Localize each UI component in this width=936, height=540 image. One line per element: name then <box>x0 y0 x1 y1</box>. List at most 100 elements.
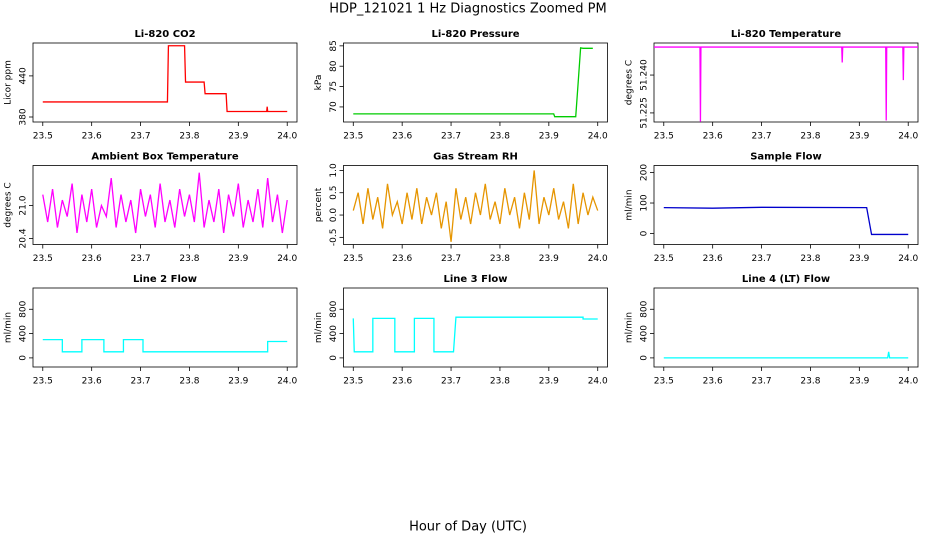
x-tick-label: 23.6 <box>82 132 102 142</box>
y-tick-label: 70 <box>329 101 339 113</box>
x-tick-label: 23.7 <box>131 254 151 264</box>
panel-title: Sample Flow <box>750 152 822 163</box>
y-tick-label: 21.0 <box>19 195 29 215</box>
x-tick-label: 23.5 <box>33 254 53 264</box>
x-tick-label: 23.6 <box>82 377 102 387</box>
panel-title: Li-820 CO2 <box>134 29 195 40</box>
x-tick-label: 23.7 <box>752 254 772 264</box>
x-tick-label: 24.0 <box>588 132 608 142</box>
plot-box <box>653 42 919 123</box>
panel-title: Gas Stream RH <box>433 152 518 163</box>
x-tick-label: 23.9 <box>849 377 869 387</box>
x-tick-label: 23.8 <box>800 132 820 142</box>
x-tick-label: 23.6 <box>703 132 723 142</box>
x-tick-label: 23.5 <box>343 377 363 387</box>
x-tick-label: 23.7 <box>441 132 461 142</box>
x-tick-label: 23.8 <box>179 377 199 387</box>
x-tick-label: 23.8 <box>490 132 510 142</box>
y-tick-label: -0.5 <box>329 229 339 247</box>
y-tick-label: 85 <box>329 40 339 51</box>
x-tick-label: 24.0 <box>277 377 297 387</box>
x-tick-label: 23.9 <box>849 254 869 264</box>
y-tick-label: 0 <box>19 355 29 361</box>
y-axis-label: degrees C <box>625 60 635 105</box>
y-tick-label: 200 <box>640 164 650 181</box>
data-line <box>654 46 918 122</box>
x-tick-label: 24.0 <box>277 132 297 142</box>
plot-box <box>32 287 298 368</box>
y-axis-label: ml/min <box>625 312 635 343</box>
panel-title: Li-820 Pressure <box>431 29 519 40</box>
main-title: HDP_121021 1 Hz Diagnostics Zoomed PM <box>329 2 607 17</box>
plot-box <box>32 165 298 245</box>
x-axis-label: Hour of Day (UTC) <box>409 520 527 535</box>
x-tick-label: 23.7 <box>752 132 772 142</box>
y-tick-label: 51.225 <box>640 97 650 128</box>
plot-box <box>653 287 919 368</box>
data-line <box>353 47 593 118</box>
y-tick-label: 400 <box>19 325 29 342</box>
x-tick-label: 23.5 <box>343 132 363 142</box>
plot-box <box>653 165 919 245</box>
data-line <box>663 351 909 359</box>
y-tick-label: 0.0 <box>329 208 339 223</box>
plot-box <box>343 287 608 368</box>
x-tick-label: 23.8 <box>179 132 199 142</box>
y-axis-label: kPa <box>314 75 324 91</box>
panel-title: Line 3 Flow <box>444 274 508 285</box>
x-tick-label: 23.7 <box>752 377 772 387</box>
y-tick-label: 440 <box>19 67 29 84</box>
y-tick-label: 380 <box>19 108 29 125</box>
x-tick-label: 23.8 <box>800 254 820 264</box>
x-tick-label: 24.0 <box>588 254 608 264</box>
data-line <box>352 170 599 242</box>
plot-box <box>343 165 608 245</box>
x-tick-label: 24.0 <box>898 377 918 387</box>
y-tick-label: 800 <box>19 300 29 317</box>
x-tick-label: 23.6 <box>82 254 102 264</box>
data-line <box>352 316 598 353</box>
x-tick-label: 23.8 <box>800 377 820 387</box>
x-tick-label: 23.5 <box>654 377 674 387</box>
plot-box <box>32 42 298 123</box>
y-axis-label: Licor ppm <box>4 60 14 105</box>
x-tick-label: 23.5 <box>33 132 53 142</box>
x-tick-label: 23.9 <box>849 132 869 142</box>
x-tick-label: 24.0 <box>588 377 608 387</box>
x-tick-label: 23.7 <box>441 377 461 387</box>
y-tick-label: 80 <box>329 60 339 72</box>
y-tick-label: 0 <box>640 355 650 361</box>
x-tick-label: 23.6 <box>392 377 412 387</box>
panel-title: Li-820 Temperature <box>731 29 841 40</box>
y-tick-label: 1.0 <box>329 163 339 178</box>
y-tick-label: 0.5 <box>329 186 339 200</box>
x-tick-label: 23.9 <box>228 254 248 264</box>
panel-title: Line 4 (LT) Flow <box>742 274 830 285</box>
x-tick-label: 23.6 <box>703 377 723 387</box>
y-tick-label: 75 <box>329 81 339 92</box>
x-tick-label: 23.9 <box>539 377 559 387</box>
x-tick-label: 23.9 <box>539 254 559 264</box>
y-tick-label: 100 <box>640 194 650 211</box>
y-tick-label: 400 <box>640 325 650 342</box>
data-line <box>42 45 288 113</box>
y-axis-label: degrees C <box>4 182 14 227</box>
y-axis-label: ml/min <box>625 189 635 220</box>
x-tick-label: 23.6 <box>703 254 723 264</box>
y-axis-label: percent <box>314 187 324 222</box>
x-tick-label: 23.7 <box>131 377 151 387</box>
x-tick-label: 23.8 <box>179 254 199 264</box>
data-line <box>42 339 288 353</box>
x-tick-label: 23.6 <box>392 132 412 142</box>
x-tick-label: 23.8 <box>490 254 510 264</box>
x-tick-label: 23.5 <box>654 254 674 264</box>
x-tick-label: 23.6 <box>392 254 412 264</box>
panel-title: Line 2 Flow <box>133 274 197 285</box>
data-line <box>42 172 288 234</box>
y-axis-label: ml/min <box>4 312 14 343</box>
y-axis-label: ml/min <box>314 312 324 343</box>
y-tick-label: 0 <box>640 230 650 236</box>
x-tick-label: 23.5 <box>343 254 363 264</box>
x-tick-label: 24.0 <box>898 254 918 264</box>
